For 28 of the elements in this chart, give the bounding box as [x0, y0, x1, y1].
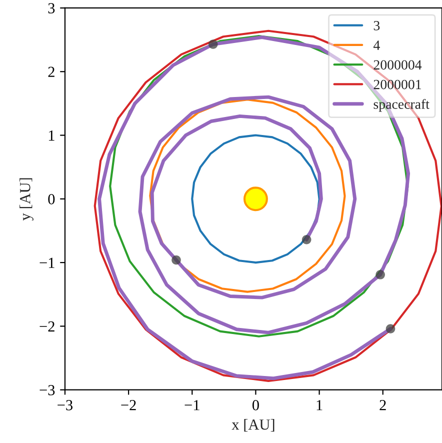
point [208, 40, 218, 49]
point [386, 324, 396, 334]
y-tick-label: −3 [40, 385, 55, 396]
x-tick-label: −1 [184, 400, 200, 410]
y-tick-label: 2 [48, 66, 54, 77]
x-tick-label: −3 [58, 400, 73, 410]
x-tick-label: −2 [121, 400, 136, 410]
y-tick-label: −2 [40, 321, 54, 332]
y-tick-label: 1 [48, 130, 54, 141]
x-tick-label: 2 [380, 400, 386, 410]
point [172, 255, 181, 265]
y-tick-label: −1 [40, 258, 54, 268]
legend-label: 4 [373, 40, 380, 50]
y-tick-label: 3 [48, 3, 55, 14]
y-axis-title: y [AU] [20, 178, 34, 221]
legend-label: 2000001 [374, 80, 421, 90]
legend-label: spacecraft [374, 98, 430, 112]
point [302, 234, 312, 244]
point [243, 186, 268, 212]
legend-label: 3 [374, 21, 380, 30]
legend-label: 2000004 [374, 60, 422, 70]
x-tick-label: 1 [316, 400, 322, 410]
x-axis-title: x [AU] [232, 418, 274, 432]
line-series [191, 134, 320, 264]
line-series [149, 98, 346, 293]
point [376, 270, 385, 280]
x-tick-label: 0 [252, 400, 259, 410]
y-tick-label: 0 [48, 194, 55, 204]
